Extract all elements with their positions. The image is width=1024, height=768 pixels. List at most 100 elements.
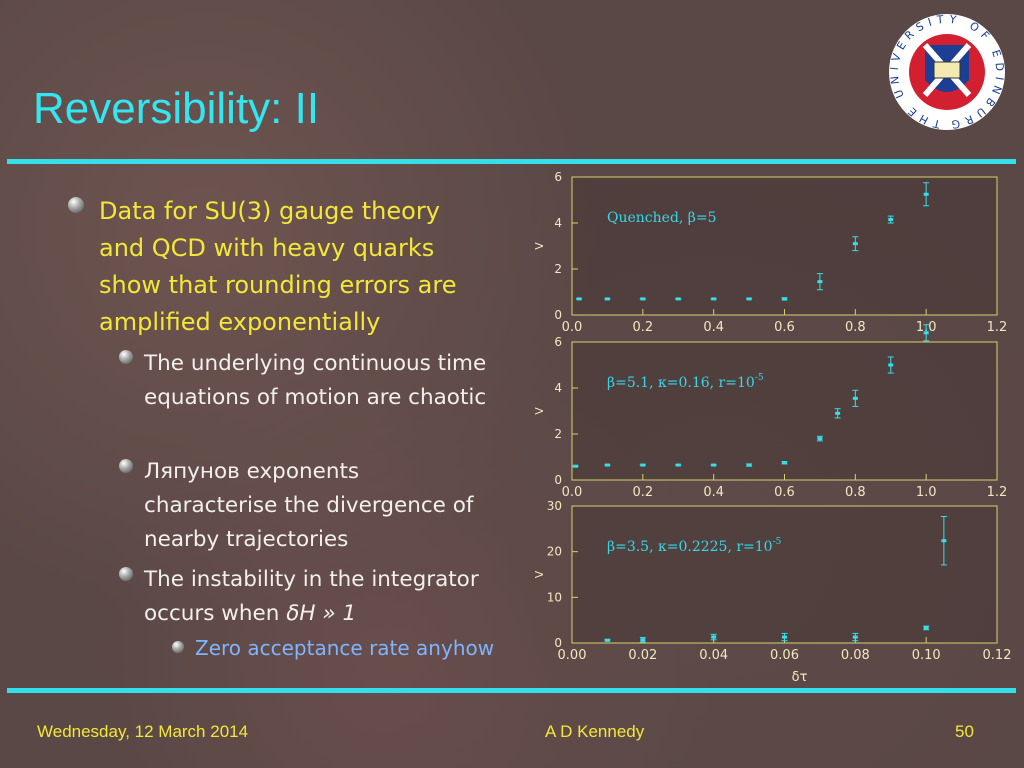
error-point — [710, 463, 717, 467]
x-tick-label: 0.2 — [632, 485, 653, 500]
error-point — [639, 463, 646, 467]
x-axis-label: δτ — [792, 670, 808, 685]
annotation-superscript: -5 — [773, 537, 782, 547]
error-point — [576, 297, 583, 301]
annotation: β=5.1, κ=0.16, r=10-5 — [607, 373, 764, 391]
x-tick-label: 0.8 — [845, 320, 866, 335]
error-point — [940, 516, 947, 566]
x-tick-label: 0.2 — [632, 320, 653, 335]
y-tick-label: 6 — [554, 170, 562, 184]
y-axis-label: V — [533, 242, 546, 250]
y-tick-label: 0 — [554, 308, 562, 322]
bullet: Data for SU(3) gauge theory and QCD with… — [99, 197, 457, 336]
point — [782, 297, 787, 301]
x-tick-label: 0.4 — [703, 485, 724, 500]
x-tick-label: 0.08 — [841, 648, 870, 663]
point — [852, 396, 858, 400]
point — [888, 218, 894, 222]
error-point — [639, 297, 646, 301]
plot-frame — [571, 505, 998, 644]
plot-frame — [571, 341, 998, 481]
error-point — [781, 461, 788, 465]
x-tick-label: 0.00 — [558, 648, 587, 663]
error-point — [834, 408, 841, 419]
emphasis: δH » 1 — [286, 601, 357, 626]
bullet-icon — [68, 197, 84, 213]
y-tick-label: 0 — [554, 473, 562, 487]
point — [675, 297, 681, 301]
error-point — [746, 297, 753, 301]
text: The instability in the integrator occurs… — [144, 567, 479, 626]
x-tick-label: 0.6 — [774, 485, 795, 500]
annotation-text: β=3.5, κ=0.2225, r=10 — [607, 539, 773, 555]
error-point — [852, 632, 859, 642]
point — [888, 363, 894, 367]
y-axis-label: V — [533, 407, 546, 415]
bullet-icon — [119, 350, 133, 364]
error-point — [816, 273, 823, 291]
logo-text: THE UNIVERSITY OF EDINBURGH — [0, 0, 1006, 131]
point — [640, 638, 646, 642]
x-tick-label: 0.6 — [774, 320, 795, 335]
point — [746, 297, 752, 301]
x-tick-label: 0.02 — [628, 648, 657, 663]
point — [941, 539, 947, 543]
error-point — [852, 236, 859, 252]
logo-book — [933, 61, 961, 79]
x-tick-label: 0.4 — [703, 320, 724, 335]
rule — [7, 159, 1016, 164]
error-point — [887, 215, 894, 224]
point — [711, 297, 717, 301]
y-tick-label: 10 — [547, 590, 562, 604]
point — [640, 297, 646, 301]
error-point — [710, 297, 717, 301]
annotation: β=3.5, κ=0.2225, r=10-5 — [607, 537, 782, 555]
point — [604, 638, 610, 642]
bullet-icon — [172, 641, 184, 653]
footer-date: Wednesday, 12 March 2014 — [37, 722, 249, 741]
x-tick-label: 0.10 — [912, 648, 941, 663]
y-axis-label: V — [533, 570, 546, 578]
error-point — [675, 297, 682, 301]
point — [782, 461, 787, 465]
bullet-icon — [119, 567, 133, 581]
point — [817, 280, 823, 284]
y-tick-label: 4 — [554, 216, 562, 230]
error-point — [746, 463, 753, 467]
plot-frame — [571, 176, 998, 316]
point — [604, 297, 610, 301]
point — [675, 463, 681, 467]
x-tick-label: 0.0 — [562, 485, 583, 500]
logo: THE UNIVERSITY OF EDINBURGH — [0, 0, 1006, 131]
footer-author: A D Kennedy — [545, 722, 645, 741]
point — [923, 192, 929, 196]
logo-text-path: THE UNIVERSITY OF EDINBURGH — [0, 0, 1001, 131]
y-tick-label: 4 — [554, 381, 562, 395]
y-tick-label: 6 — [554, 335, 562, 349]
error-point — [604, 463, 611, 467]
x-tick-label: 0.0 — [562, 320, 583, 335]
error-point — [604, 297, 611, 301]
error-point — [572, 464, 579, 468]
x-tick-label: 0.8 — [845, 485, 866, 500]
point — [852, 242, 858, 246]
y-tick-label: 2 — [554, 262, 562, 276]
error-point — [852, 389, 859, 407]
point — [573, 464, 579, 468]
y-tick-label: 2 — [554, 427, 562, 441]
point — [711, 463, 717, 467]
point — [746, 463, 752, 467]
sub-bullet: The underlying continuous time equations… — [144, 351, 487, 410]
bullet-icon — [119, 459, 133, 473]
y-tick-label: 0 — [554, 636, 562, 650]
x-tick-label: 1.2 — [987, 485, 1008, 500]
y-tick-label: 30 — [547, 499, 562, 513]
y-tick-label: 20 — [547, 545, 562, 559]
sub-bullet: Ляпунов exponents characterise the diver… — [144, 459, 474, 552]
rule — [7, 688, 1016, 693]
point — [817, 437, 823, 441]
point — [852, 635, 858, 639]
point — [923, 331, 929, 335]
error-point — [781, 632, 788, 642]
